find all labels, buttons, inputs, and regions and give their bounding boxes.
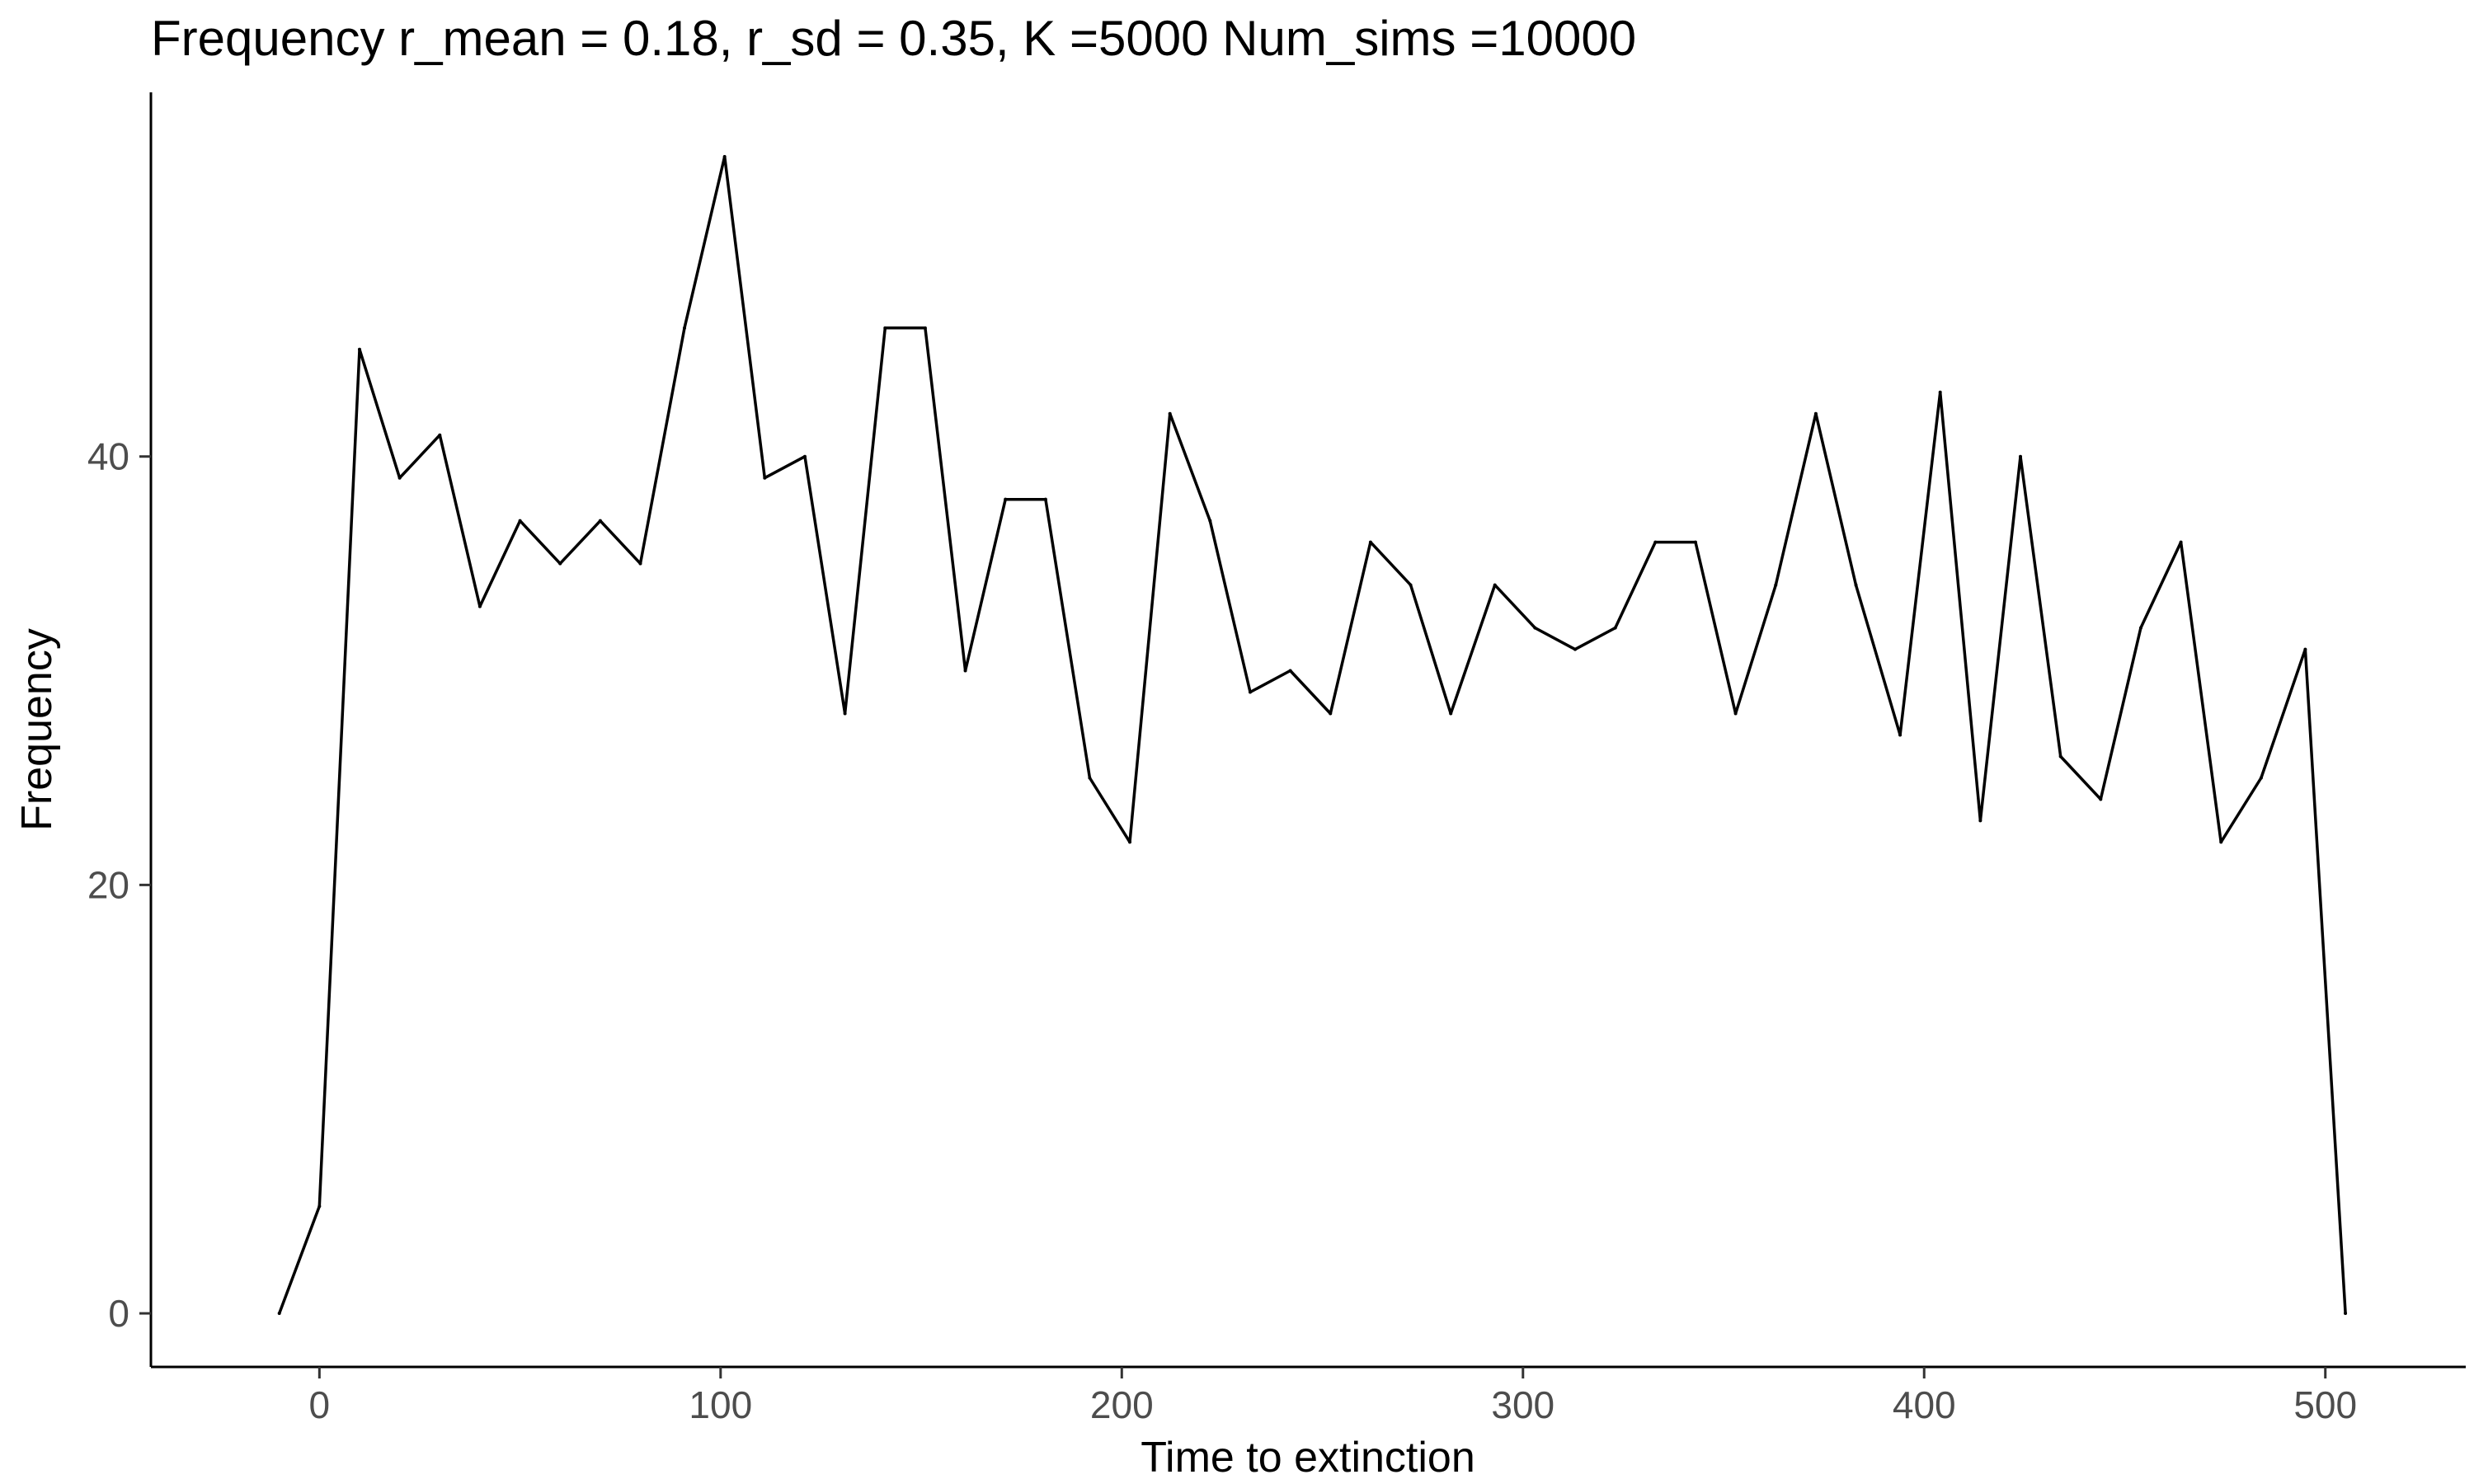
data-point: [1693, 540, 1697, 544]
data-point: [558, 561, 562, 566]
data-point: [722, 154, 727, 158]
data-point: [357, 347, 361, 351]
data-point: [1368, 540, 1372, 544]
data-point: [638, 561, 642, 566]
data-point: [1733, 711, 1738, 716]
data-point: [438, 433, 442, 437]
x-tick-label: 400: [1893, 1383, 1956, 1426]
data-point: [843, 711, 847, 716]
data-point: [1774, 583, 1778, 587]
data-point: [1288, 669, 1292, 673]
data-point: [1938, 390, 1942, 394]
data-point: [1854, 583, 1858, 587]
data-point: [598, 519, 602, 523]
data-point: [2058, 754, 2062, 758]
data-point: [2019, 454, 2023, 458]
data-point: [1088, 776, 1092, 780]
data-point: [1493, 583, 1497, 587]
data-point: [2219, 840, 2223, 844]
data-point: [1128, 840, 1132, 844]
data-point: [317, 1205, 322, 1209]
data-point: [963, 669, 967, 673]
x-tick-label: 0: [309, 1383, 331, 1426]
data-point: [277, 1312, 281, 1316]
data-point: [1329, 711, 1333, 716]
data-point: [1449, 711, 1453, 716]
data-point: [1208, 519, 1212, 523]
data-point: [397, 476, 402, 480]
y-tick-label: 40: [87, 435, 129, 478]
data-point: [1168, 411, 1172, 416]
x-tick-label: 500: [2293, 1383, 2357, 1426]
data-point: [2179, 540, 2183, 544]
series-line: [278, 155, 2347, 1314]
data-point: [2344, 1312, 2348, 1316]
data-point: [1409, 583, 1413, 587]
data-point: [1043, 497, 1047, 501]
chart-title: Frequency r_mean = 0.18, r_sd = 0.35, K …: [151, 11, 1636, 66]
data-point: [2099, 797, 2103, 801]
x-tick-label: 300: [1491, 1383, 1554, 1426]
data-point: [2138, 626, 2142, 630]
x-axis-label: Time to extinction: [1141, 1434, 1475, 1482]
x-tick-label: 100: [689, 1383, 752, 1426]
data-point: [802, 454, 807, 458]
y-axis: 0 20 40: [87, 92, 153, 1367]
data-point: [683, 326, 687, 330]
x-tick-label: 200: [1090, 1383, 1154, 1426]
plot-area: [277, 154, 2348, 1316]
data-point: [883, 326, 887, 330]
data-point: [1813, 411, 1818, 416]
data-point: [1613, 626, 1617, 630]
y-tick-label: 20: [87, 863, 129, 906]
data-point: [1653, 540, 1658, 544]
data-point: [923, 326, 927, 330]
data-point: [1978, 819, 1982, 823]
x-axis: 0 100 200 300 400 500: [151, 1365, 2466, 1426]
data-point: [1533, 626, 1537, 630]
y-tick-label: 0: [108, 1292, 129, 1335]
data-point: [518, 519, 522, 523]
y-axis-label: Frequency: [13, 628, 61, 831]
data-point: [1573, 647, 1578, 651]
data-point: [763, 476, 767, 480]
data-point: [1248, 690, 1252, 694]
data-point: [477, 604, 482, 608]
data-point: [2259, 776, 2263, 780]
data-point: [2303, 647, 2307, 651]
data-point: [1004, 497, 1008, 501]
data-point: [1898, 733, 1903, 737]
